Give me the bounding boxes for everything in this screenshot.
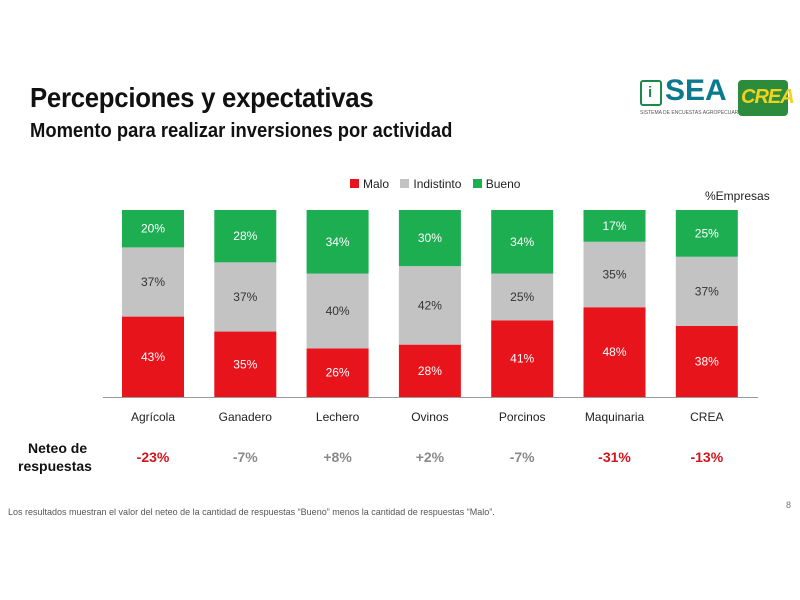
data-label-malo-0: 43%	[141, 350, 165, 364]
footnote: Los resultados muestran el valor del net…	[8, 507, 495, 517]
data-label-malo-3: 28%	[418, 364, 442, 378]
bar-bueno-3	[398, 210, 461, 267]
data-label-indistinto-2: 40%	[326, 304, 350, 318]
data-label-indistinto-0: 37%	[141, 275, 165, 289]
data-label-bueno-2: 34%	[326, 235, 350, 249]
legend-item-bueno: Bueno	[472, 177, 520, 191]
chart-legend: Malo Indistinto Bueno	[350, 177, 528, 191]
neteo-value-2: +8%	[323, 449, 352, 465]
legend-item-malo: Malo	[350, 177, 389, 191]
bar-malo-4	[491, 320, 554, 397]
bar-indistinto-0	[122, 247, 184, 317]
sea-logo: i SEA SISTEMA DE ENCUESTAS AGROPECUARIAS	[640, 74, 747, 116]
data-label-indistinto-3: 42%	[418, 298, 442, 312]
bar-bueno-4	[491, 210, 554, 274]
bar-indistinto-3	[398, 266, 461, 345]
data-label-bueno-0: 20%	[141, 222, 165, 236]
bar-indistinto-5	[583, 241, 646, 308]
data-label-bueno-6: 25%	[695, 226, 719, 240]
legend-swatch-indistinto	[400, 179, 410, 188]
bar-bueno-1	[214, 210, 277, 263]
data-label-bueno-4: 34%	[510, 235, 534, 249]
neteo-value-1: -7%	[233, 449, 258, 465]
neteo-value-5: -31%	[598, 449, 631, 465]
bar-bueno-5	[583, 210, 646, 242]
bar-malo-0	[122, 316, 184, 397]
data-label-malo-5: 48%	[602, 345, 626, 359]
category-label-3: Ovinos	[411, 410, 448, 424]
bar-malo-1	[214, 331, 277, 397]
data-label-malo-4: 41%	[510, 352, 534, 366]
bar-indistinto-2	[306, 273, 369, 349]
data-label-indistinto-6: 37%	[695, 284, 719, 298]
category-label-6: CREA	[690, 410, 723, 424]
bar-malo-6	[675, 325, 738, 397]
data-label-malo-6: 38%	[695, 354, 719, 368]
bar-bueno-0	[122, 210, 184, 248]
page-title: Percepciones y expectativas	[30, 82, 374, 113]
category-label-2: Lechero	[316, 410, 360, 424]
category-label-0: Agrícola	[131, 410, 175, 424]
data-label-bueno-5: 17%	[602, 219, 626, 233]
neteo-row-label: Neteo de respuestas	[18, 440, 92, 474]
bar-malo-2	[306, 348, 369, 397]
bar-malo-3	[398, 344, 461, 397]
bar-bueno-2	[306, 210, 369, 274]
bar-indistinto-4	[491, 273, 554, 321]
neteo-value-4: -7%	[510, 449, 535, 465]
data-label-indistinto-5: 35%	[602, 268, 626, 282]
neteo-value-0: -23%	[137, 449, 170, 465]
data-label-bueno-3: 30%	[418, 231, 442, 245]
category-label-1: Ganadero	[219, 410, 273, 424]
sea-mark-icon: i	[640, 80, 662, 106]
data-label-malo-1: 35%	[233, 357, 257, 371]
neteo-value-6: -13%	[690, 449, 723, 465]
data-label-indistinto-1: 37%	[233, 290, 257, 304]
legend-swatch-malo	[350, 179, 359, 188]
bar-malo-5	[583, 307, 646, 397]
legend-swatch-bueno	[472, 179, 482, 188]
category-label-4: Porcinos	[499, 410, 546, 424]
bar-bueno-6	[675, 210, 738, 257]
bar-indistinto-1	[214, 262, 277, 332]
data-label-indistinto-4: 25%	[510, 290, 534, 304]
page-number: 8	[786, 500, 792, 510]
data-label-bueno-1: 28%	[233, 229, 257, 243]
unit-label: %Empresas	[705, 189, 770, 203]
neteo-value-3: +2%	[416, 449, 445, 465]
crea-logo: CREA	[738, 80, 795, 116]
legend-item-indistinto: Indistinto	[400, 177, 461, 191]
data-label-malo-2: 26%	[326, 366, 350, 380]
bar-indistinto-6	[675, 256, 738, 326]
page-subtitle: Momento para realizar inversiones por ac…	[30, 120, 453, 142]
category-label-5: Maquinaria	[585, 410, 645, 424]
